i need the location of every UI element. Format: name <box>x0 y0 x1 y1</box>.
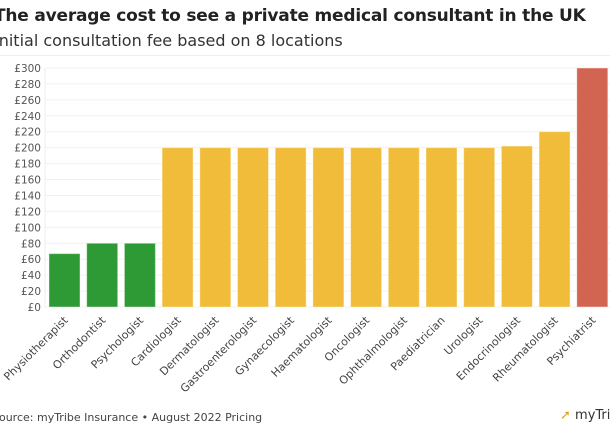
bar-paediatrician <box>425 147 458 308</box>
y-tick-label: £200 <box>14 143 41 155</box>
chart-title: The average cost to see a private medica… <box>0 6 586 26</box>
y-tick-label: £160 <box>14 175 41 187</box>
bar-oncologist <box>350 147 383 308</box>
bar-physiotherapist <box>48 253 81 308</box>
y-tick-label: £60 <box>21 254 41 266</box>
bar-psychologist <box>123 242 156 308</box>
y-tick-label: £140 <box>14 190 41 202</box>
bar-psychiatrist <box>576 67 609 308</box>
bar-urologist <box>463 147 496 308</box>
chart-subtitle: Initial consultation fee based on 8 loca… <box>0 31 343 50</box>
bar-cardiologist <box>161 147 194 308</box>
mytribe-logo: ➚ myTribe <box>560 408 610 423</box>
x-tick-label: Ophthalmologist <box>336 313 410 387</box>
divider <box>0 55 610 56</box>
y-tick-label: £100 <box>14 222 41 234</box>
bar-dermatologist <box>199 147 232 308</box>
y-tick-label: £260 <box>14 95 41 107</box>
x-tick-label: Endocrinologist <box>454 313 524 383</box>
bar-ophthalmologist <box>387 147 420 308</box>
y-tick-label: £300 <box>14 63 41 75</box>
y-tick-label: £280 <box>14 79 41 91</box>
y-tick-label: £20 <box>21 286 41 298</box>
x-tick-label: Rheumatologist <box>490 313 561 384</box>
bar-haematologist <box>312 147 345 308</box>
bar-rheumatologist <box>538 131 571 308</box>
y-tick-label: £80 <box>21 238 41 250</box>
y-tick-label: £120 <box>14 206 41 218</box>
x-tick-label: Physiotherapist <box>1 313 71 383</box>
y-tick-label: £220 <box>14 127 41 139</box>
y-tick-label: £0 <box>28 302 41 314</box>
y-tick-label: £180 <box>14 159 41 171</box>
bar-orthodontist <box>86 242 119 308</box>
y-tick-label: £240 <box>14 111 41 123</box>
source-note: Source: myTribe Insurance • August 2022 … <box>0 411 263 424</box>
y-tick-label: £40 <box>21 270 41 282</box>
bar-endocrinologist <box>500 145 533 308</box>
bar-gastroenterologist <box>237 147 269 308</box>
bar-gynaecologist <box>274 147 307 308</box>
